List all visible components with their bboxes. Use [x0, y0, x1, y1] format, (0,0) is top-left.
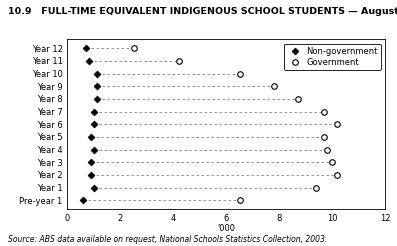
Legend: Non-government, Government: Non-government, Government — [284, 44, 381, 70]
Text: Source: ABS data available on request, National Schools Statistics Collection, 2: Source: ABS data available on request, N… — [8, 234, 327, 244]
X-axis label: '000: '000 — [217, 224, 235, 233]
Text: 10.9   FULL-TIME EQUIVALENT INDIGENOUS SCHOOL STUDENTS — August 2003: 10.9 FULL-TIME EQUIVALENT INDIGENOUS SCH… — [8, 7, 397, 16]
